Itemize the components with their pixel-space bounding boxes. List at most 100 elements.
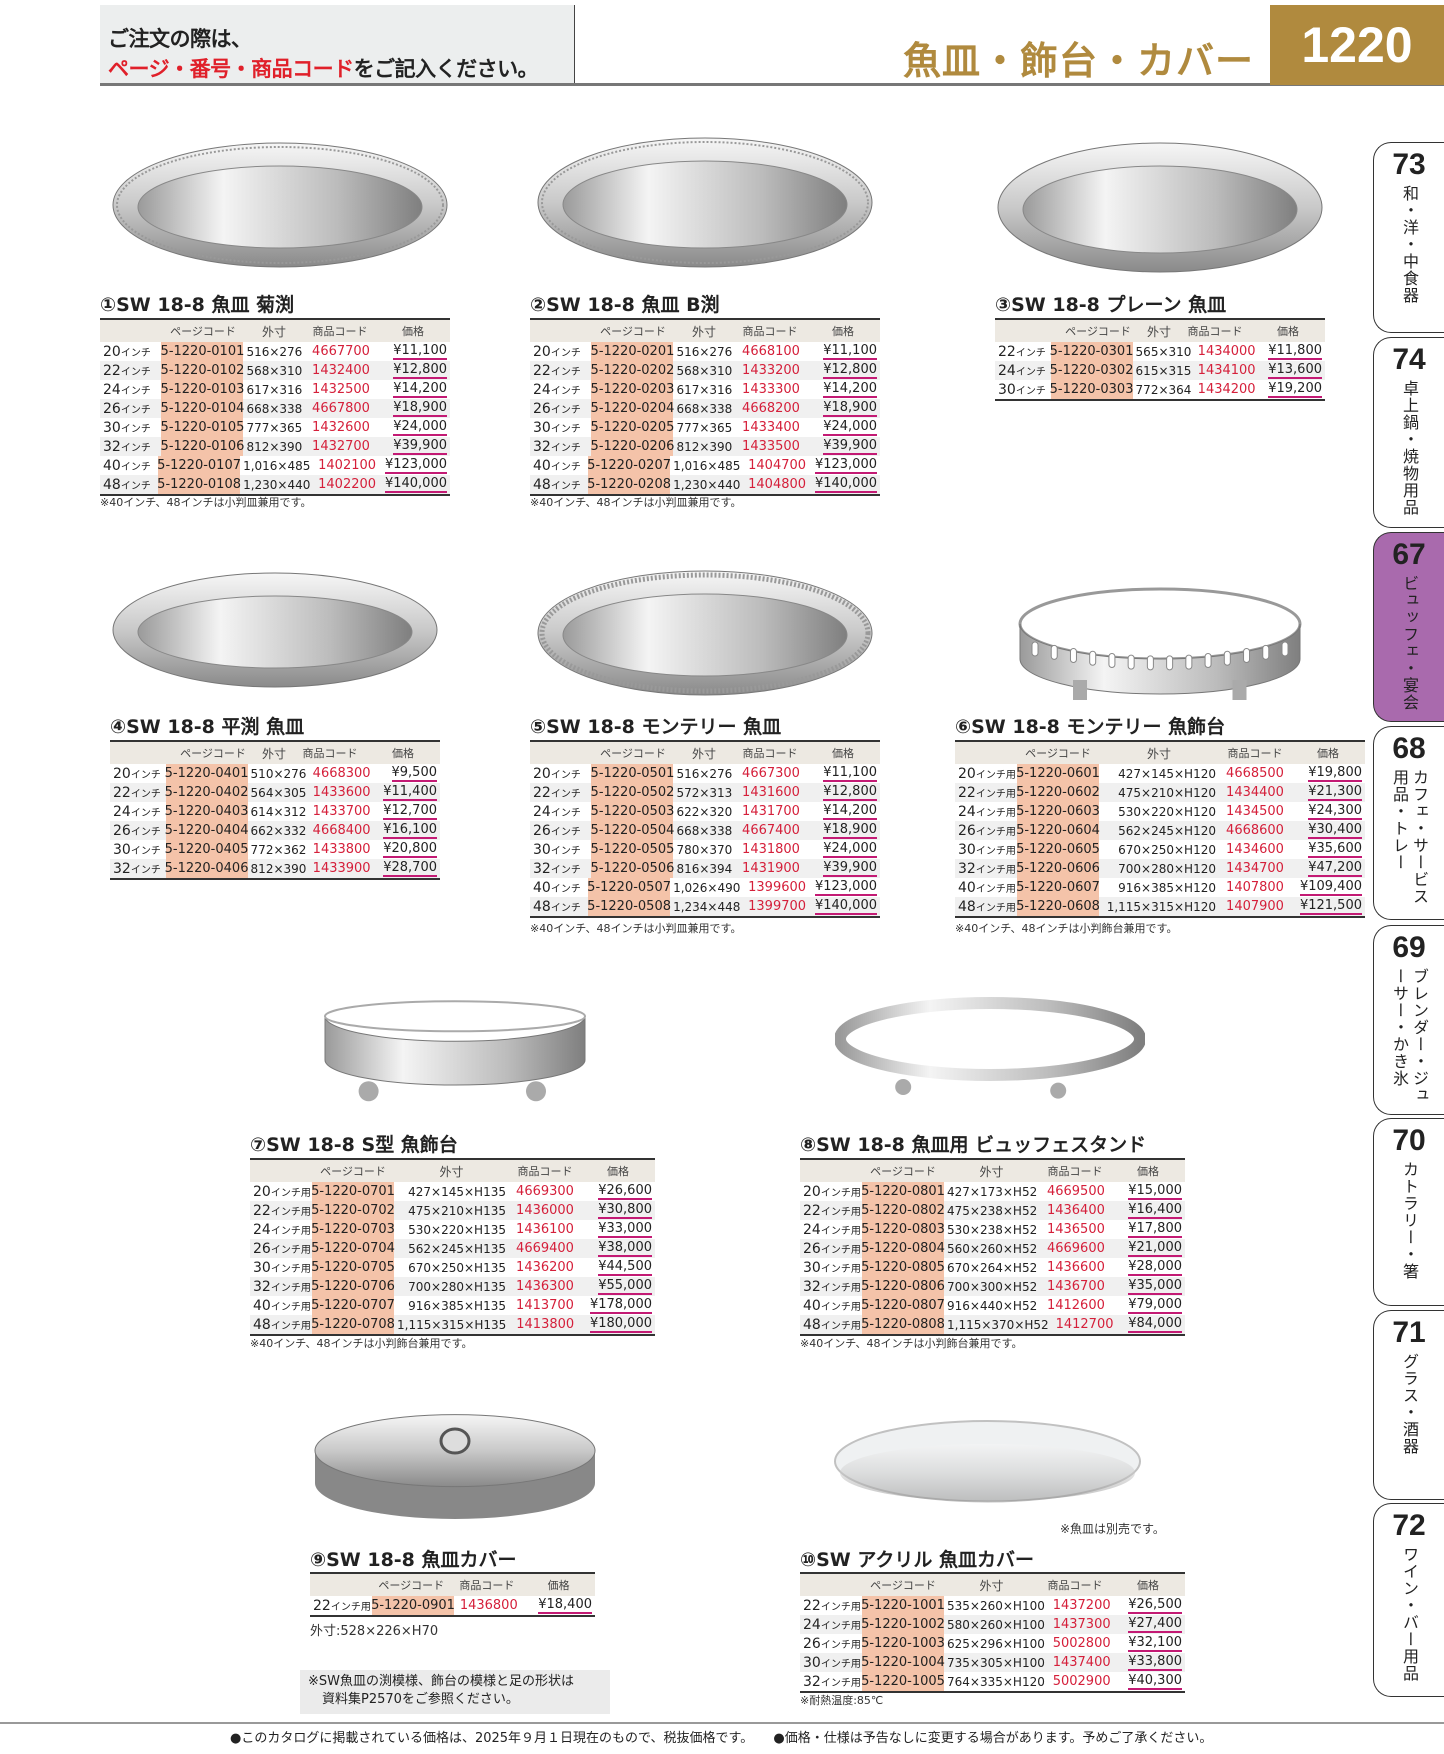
price-cell: ¥123,000 xyxy=(811,456,880,475)
sidebar-tab-74[interactable]: 74 卓上鍋・焼物用品 xyxy=(1373,337,1444,528)
sidebar-tab-69[interactable]: 69 ブレンダー・ジューサー・かき氷 xyxy=(1373,925,1444,1115)
dim-cell: 772×362 xyxy=(250,842,307,857)
table-row[interactable]: 26 インチ 5-1220-0404 662×332 4668400 ¥16,100 xyxy=(110,821,440,840)
size-unit: インチ xyxy=(550,348,581,359)
table-row[interactable]: 22 インチ 5-1220-0502 572×313 1431600 ¥12,800 xyxy=(530,783,880,802)
table-row[interactable]: 24 インチ 5-1220-0403 614×312 1433700 ¥12,700 xyxy=(110,802,440,821)
table-row[interactable]: 24 インチ 5-1220-0203 617×316 1433300 ¥14,200 xyxy=(530,380,880,399)
table-row[interactable]: 30 インチ用 5-1220-0805 670×264×H52 1436600 ¥28,0… xyxy=(800,1258,1185,1277)
table-row[interactable]: 40 インチ 5-1220-0207 1,016×485 1404700 ¥123,000 xyxy=(530,456,880,475)
price-cell: ¥14,200 xyxy=(807,380,880,399)
header-dim: 外寸 xyxy=(691,324,716,339)
table-row[interactable]: 32 インチ 5-1220-0506 816×394 1431900 ¥39,900 xyxy=(530,859,880,878)
table-row[interactable]: 26 インチ用 5-1220-1003 625×296×H100 5002800 ¥32,… xyxy=(800,1634,1185,1653)
sidebar-tab-72[interactable]: 72 ワイン・バー用品 xyxy=(1373,1503,1444,1697)
size-unit: インチ xyxy=(550,424,581,435)
code-cell: 4669400 xyxy=(516,1241,574,1256)
table-row[interactable]: 40 インチ用 5-1220-0607 916×385×H120 1407800 ¥109… xyxy=(955,878,1365,897)
table-row[interactable]: 22 インチ 5-1220-0402 564×305 1433600 ¥11,400 xyxy=(110,783,440,802)
header-page: ページコード xyxy=(180,747,246,760)
sidebar-tab-67[interactable]: 67 ビュッフェ・宴会 xyxy=(1373,532,1444,722)
table-row[interactable]: 24 インチ 5-1220-0503 622×320 1431700 ¥14,200 xyxy=(530,802,880,821)
size-value: 22 xyxy=(103,362,121,379)
size-cell: 48 インチ xyxy=(100,475,158,494)
table-row[interactable]: 48 インチ用 5-1220-0808 1,115×370×H52 1412700 ¥84… xyxy=(800,1315,1185,1334)
dim-cell: 530×220×H135 xyxy=(408,1222,506,1237)
price-table: ページコード 外寸 商品コード 価格 20 インチ 5-1220-0401 510×276 46… xyxy=(110,740,440,880)
table-row[interactable]: 32 インチ 5-1220-0106 812×390 1432700 ¥39,900 xyxy=(100,437,450,456)
table-row[interactable]: 20 インチ 5-1220-0201 516×276 4668100 ¥11,100 xyxy=(530,342,880,361)
table-row[interactable]: 22 インチ用 5-1220-0901 1436800 ¥18,400 xyxy=(310,1596,595,1615)
table-row[interactable]: 20 インチ用 5-1220-0801 427×173×H52 4669500 ¥15,0… xyxy=(800,1182,1185,1201)
table-row[interactable]: 40 インチ 5-1220-0107 1,016×485 1402100 ¥123,000 xyxy=(100,456,450,475)
table-row[interactable]: 48 インチ用 5-1220-0708 1,115×315×H135 1413800 ¥1… xyxy=(250,1315,655,1334)
table-row[interactable]: 40 インチ用 5-1220-0807 916×440×H52 1412600 ¥79,0… xyxy=(800,1296,1185,1315)
table-row[interactable]: 24 インチ 5-1220-0103 617×316 1432500 ¥14,200 xyxy=(100,380,450,399)
price-cell: ¥11,100 xyxy=(807,764,880,783)
price-value: ¥40,300 xyxy=(1128,1673,1182,1690)
table-row[interactable]: 20 インチ 5-1220-0401 510×276 4668300 ¥9,500 xyxy=(110,764,440,783)
table-row[interactable]: 22 インチ用 5-1220-0602 475×210×H120 1434400 ¥21,… xyxy=(955,783,1365,802)
table-row[interactable]: 22 インチ用 5-1220-1001 535×260×H100 1437200 ¥26,… xyxy=(800,1596,1185,1615)
table-row[interactable]: 22 インチ用 5-1220-0802 475×238×H52 1436400 ¥16,4… xyxy=(800,1201,1185,1220)
table-row[interactable]: 22 インチ 5-1220-0301 565×310 1434000 ¥11,800 xyxy=(995,342,1325,361)
code-cell: 1436500 xyxy=(1046,1222,1105,1237)
table-row[interactable]: 30 インチ 5-1220-0303 772×364 1434200 ¥19,200 xyxy=(995,380,1325,399)
table-row[interactable]: 48 インチ 5-1220-0208 1,230×440 1404800 ¥140,000 xyxy=(530,475,880,494)
sidebar-tab-73[interactable]: 73 和・洋・中食器 xyxy=(1373,142,1444,333)
table-row[interactable]: 40 インチ用 5-1220-0707 916×385×H135 1413700 ¥178… xyxy=(250,1296,655,1315)
page-cell: 5-1220-0507 xyxy=(587,878,671,897)
table-row[interactable]: 22 インチ用 5-1220-0702 475×210×H135 1436000 ¥30,… xyxy=(250,1201,655,1220)
table-row[interactable]: 30 インチ 5-1220-0405 772×362 1433800 ¥20,800 xyxy=(110,840,440,859)
table-header-row: ページコード 外寸 商品コード 価格 xyxy=(110,742,440,764)
table-row[interactable]: 30 インチ 5-1220-0205 777×365 1433400 ¥24,000 xyxy=(530,418,880,437)
table-row[interactable]: 24 インチ用 5-1220-0703 530×220×H135 1436100 ¥33,… xyxy=(250,1220,655,1239)
table-row[interactable]: 24 インチ用 5-1220-0803 530×238×H52 1436500 ¥17,8… xyxy=(800,1220,1185,1239)
price-cell: ¥17,800 xyxy=(1112,1220,1185,1239)
table-row[interactable]: 20 インチ 5-1220-0501 516×276 4667300 ¥11,100 xyxy=(530,764,880,783)
table-row[interactable]: 48 インチ 5-1220-0108 1,230×440 1402200 ¥140,000 xyxy=(100,475,450,494)
table-row[interactable]: 48 インチ用 5-1220-0608 1,115×315×H120 1407900 ¥1… xyxy=(955,897,1365,916)
table-row[interactable]: 22 インチ 5-1220-0202 568×310 1433200 ¥12,800 xyxy=(530,361,880,380)
table-note: ※40インチ、48インチは小判飾台兼用です。 xyxy=(955,922,1178,935)
table-row[interactable]: 32 インチ 5-1220-0406 812×390 1433900 ¥28,700 xyxy=(110,859,440,878)
table-row[interactable]: 26 インチ用 5-1220-0704 562×245×H135 4669400 ¥38,… xyxy=(250,1239,655,1258)
table-row[interactable]: 20 インチ用 5-1220-0701 427×145×H135 4669300 ¥26,… xyxy=(250,1182,655,1201)
table-row[interactable]: 32 インチ 5-1220-0206 812×390 1433500 ¥39,900 xyxy=(530,437,880,456)
page-cell: 5-1220-0501 xyxy=(590,764,675,783)
table-row[interactable]: 24 インチ 5-1220-0302 615×315 1434100 ¥13,600 xyxy=(995,361,1325,380)
table-row[interactable]: 32 インチ用 5-1220-0706 700×280×H135 1436300 ¥55,… xyxy=(250,1277,655,1296)
table-row[interactable]: 48 インチ 5-1220-0508 1,234×448 1399700 ¥140,000 xyxy=(530,897,880,916)
table-row[interactable]: 26 インチ用 5-1220-0804 560×260×H52 4669600 ¥21,0… xyxy=(800,1239,1185,1258)
sidebar-tab-70[interactable]: 70 カトラリー・箸 xyxy=(1373,1118,1444,1306)
table-row[interactable]: 26 インチ 5-1220-0104 668×338 4667800 ¥18,900 xyxy=(100,399,450,418)
page-cell: 5-1220-0105 xyxy=(160,418,245,437)
table-row[interactable]: 24 インチ用 5-1220-1002 580×260×H100 1437300 ¥27,… xyxy=(800,1615,1185,1634)
table-row[interactable]: 30 インチ 5-1220-0105 777×365 1432600 ¥24,000 xyxy=(100,418,450,437)
table-row[interactable]: 22 インチ 5-1220-0102 568×310 1432400 ¥12,800 xyxy=(100,361,450,380)
price-cell: ¥40,300 xyxy=(1116,1672,1186,1691)
table-header-row: ページコード 商品コード 価格 xyxy=(310,1574,595,1596)
table-row[interactable]: 30 インチ用 5-1220-1004 735×305×H100 1437400 ¥33,… xyxy=(800,1653,1185,1672)
table-row[interactable]: 26 インチ 5-1220-0504 668×338 4667400 ¥18,900 xyxy=(530,821,880,840)
table-row[interactable]: 32 インチ用 5-1220-0606 700×280×H120 1434700 ¥47,… xyxy=(955,859,1365,878)
order-notice-highlight: ページ・番号・商品コード xyxy=(108,57,354,81)
table-row[interactable]: 32 インチ用 5-1220-0806 700×300×H52 1436700 ¥35,0… xyxy=(800,1277,1185,1296)
size-value: 32 xyxy=(113,860,131,877)
table-row[interactable]: 40 インチ 5-1220-0507 1,026×490 1399600 ¥123,000 xyxy=(530,878,880,897)
price-value: ¥12,700 xyxy=(383,803,437,820)
sidebar-tab-71[interactable]: 71 グラス・酒器 xyxy=(1373,1310,1444,1500)
table-row[interactable]: 32 インチ用 5-1220-1005 764×335×H120 5002900 ¥40,… xyxy=(800,1672,1185,1691)
table-row[interactable]: 26 インチ用 5-1220-0604 562×245×H120 4668600 ¥30,… xyxy=(955,821,1365,840)
dim-cell: 568×310 xyxy=(246,363,303,378)
sidebar-tab-68[interactable]: 68 カフェ・サービス用品・トレー xyxy=(1373,726,1444,920)
table-row[interactable]: 30 インチ 5-1220-0505 780×370 1431800 ¥24,000 xyxy=(530,840,880,859)
table-row[interactable]: 30 インチ用 5-1220-0605 670×250×H120 1434600 ¥35,… xyxy=(955,840,1365,859)
table-row[interactable]: 20 インチ 5-1220-0101 516×276 4667700 ¥11,100 xyxy=(100,342,450,361)
table-row[interactable]: 26 インチ 5-1220-0204 668×338 4668200 ¥18,900 xyxy=(530,399,880,418)
table-row[interactable]: 24 インチ用 5-1220-0603 530×220×H120 1434500 ¥24,… xyxy=(955,802,1365,821)
header-size xyxy=(955,742,1017,764)
table-row[interactable]: 30 インチ用 5-1220-0705 670×250×H135 1436200 ¥44,… xyxy=(250,1258,655,1277)
size-value: 30 xyxy=(113,841,131,858)
table-row[interactable]: 20 インチ用 5-1220-0601 427×145×H120 4668500 ¥19,… xyxy=(955,764,1365,783)
